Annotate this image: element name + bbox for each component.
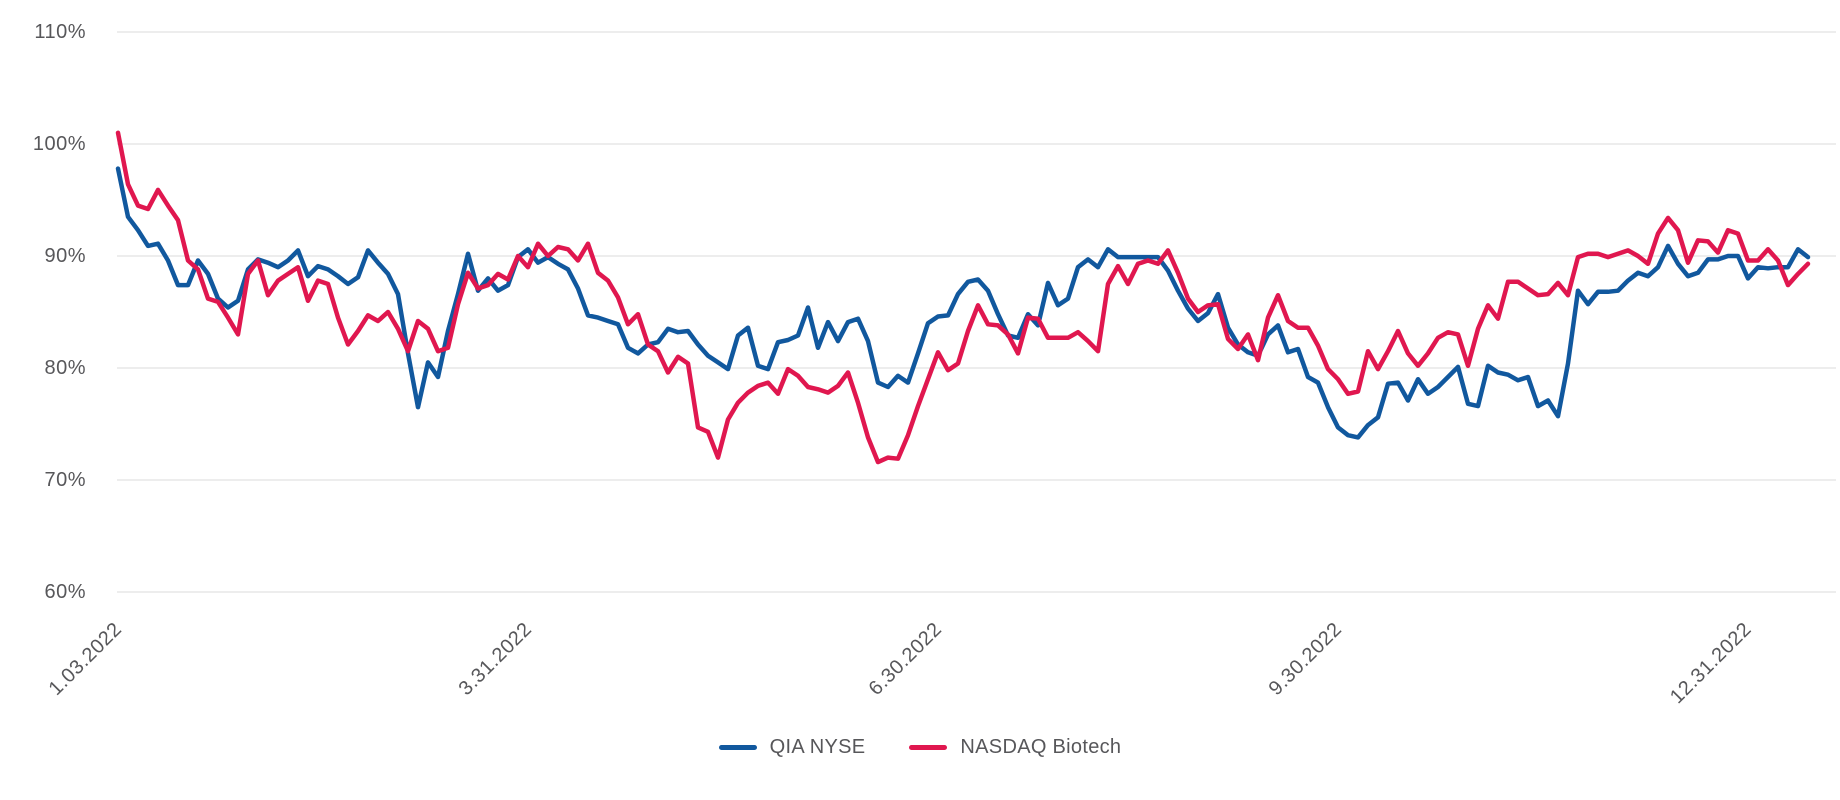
legend-label: QIA NYSE <box>769 736 866 758</box>
series-line-qia-nyse <box>115 166 1811 440</box>
y-axis-tick-label: 90% <box>44 245 86 267</box>
qia-nyse-line-swatch-icon <box>718 745 757 750</box>
legend-item-qia-nyse[interactable]: QIA NYSE <box>718 736 866 759</box>
legend-item-nasdaq-biotech[interactable]: NASDAQ Biotech <box>909 736 1121 759</box>
nasdaq-biotech-line-swatch-icon <box>909 745 948 750</box>
y-axis-tick-label: 100% <box>32 133 86 155</box>
y-axis-tick-label: 110% <box>34 21 86 43</box>
chart-legend: QIA NYSE NASDAQ Biotech <box>0 736 1840 759</box>
y-axis-tick-label: 80% <box>44 357 86 379</box>
gridlines <box>117 31 1836 593</box>
series-line-nasdaq-biotech <box>115 130 1811 465</box>
legend-label: NASDAQ Biotech <box>960 736 1122 758</box>
y-axis-tick-label: 70% <box>44 469 86 491</box>
y-axis-tick-label: 60% <box>44 581 86 603</box>
series-lines <box>115 130 1811 465</box>
